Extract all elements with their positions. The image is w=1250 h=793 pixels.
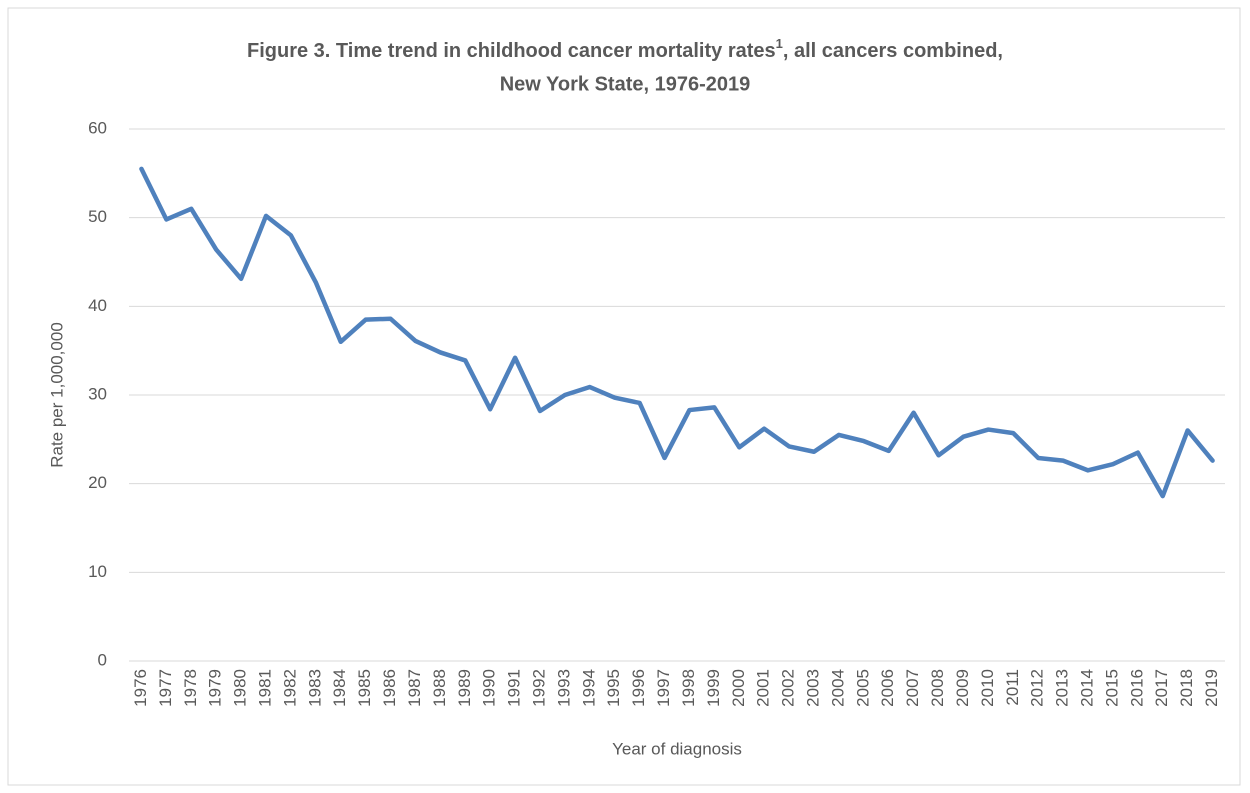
x-tick-label: 1981 bbox=[255, 669, 274, 707]
title-superscript: 1 bbox=[776, 36, 783, 51]
x-tick-label: 1985 bbox=[355, 669, 374, 707]
x-tick-label: 1998 bbox=[679, 669, 698, 707]
title-part: , all cancers combined, bbox=[783, 40, 1003, 62]
x-tick-label: 2017 bbox=[1152, 669, 1171, 707]
x-tick-label: 1988 bbox=[430, 669, 449, 707]
x-tick-label: 2012 bbox=[1028, 669, 1047, 707]
chart-border bbox=[7, 7, 1241, 786]
x-tick-label: 1977 bbox=[156, 669, 175, 707]
x-tick-label: 1978 bbox=[181, 669, 200, 707]
x-tick-label: 1999 bbox=[704, 669, 723, 707]
x-tick-label: 1983 bbox=[305, 669, 324, 707]
x-tick-label: 2008 bbox=[928, 669, 947, 707]
y-tick-label: 60 bbox=[88, 118, 107, 137]
x-tick-label: 2015 bbox=[1102, 669, 1121, 707]
x-tick-label: 2018 bbox=[1177, 669, 1196, 707]
x-tick-label: 2009 bbox=[953, 669, 972, 707]
y-tick-label: 20 bbox=[88, 473, 107, 492]
x-tick-label: 1990 bbox=[480, 669, 499, 707]
x-tick-label: 2006 bbox=[878, 669, 897, 707]
x-tick-label: 1992 bbox=[529, 669, 548, 707]
x-tick-label: 2013 bbox=[1053, 669, 1072, 707]
x-tick-label: 1989 bbox=[455, 669, 474, 707]
x-tick-label: 2005 bbox=[853, 669, 872, 707]
x-tick-label: 1984 bbox=[330, 669, 349, 707]
x-tick-label: 1995 bbox=[604, 669, 623, 707]
x-tick-label: 2011 bbox=[1003, 669, 1022, 706]
y-tick-label: 10 bbox=[88, 562, 107, 581]
x-tick-label: 1982 bbox=[280, 669, 299, 707]
x-tick-label: 1993 bbox=[554, 669, 573, 707]
x-tick-label: 2014 bbox=[1077, 669, 1096, 707]
x-tick-label: 2016 bbox=[1127, 669, 1146, 707]
y-tick-label: 50 bbox=[88, 207, 107, 226]
x-tick-label: 2000 bbox=[729, 669, 748, 707]
title-part: Figure 3. Time trend in childhood cancer… bbox=[247, 40, 776, 62]
x-tick-label: 1996 bbox=[629, 669, 648, 707]
x-tick-label: 2002 bbox=[779, 669, 798, 707]
x-tick-label: 2001 bbox=[754, 669, 773, 707]
x-tick-label: 1986 bbox=[380, 669, 399, 707]
x-tick-label: 2003 bbox=[803, 669, 822, 707]
chart-title: Figure 3. Time trend in childhood cancer… bbox=[247, 36, 1003, 62]
y-tick-label: 30 bbox=[88, 384, 107, 403]
y-tick-label: 0 bbox=[98, 650, 107, 669]
x-tick-label: 2007 bbox=[903, 669, 922, 707]
x-tick-label: 1997 bbox=[654, 669, 673, 707]
x-tick-label: 1980 bbox=[231, 669, 250, 707]
x-tick-label: 1979 bbox=[206, 669, 225, 707]
x-tick-label: 1987 bbox=[405, 669, 424, 707]
x-tick-label: 2019 bbox=[1202, 669, 1221, 707]
x-tick-label: 1994 bbox=[579, 669, 598, 707]
data-line bbox=[139, 166, 1215, 499]
x-tick-label: 1991 bbox=[505, 669, 524, 707]
x-axis-label: Year of diagnosis bbox=[612, 739, 742, 758]
y-tick-label: 40 bbox=[88, 296, 107, 315]
y-axis-label: Rate per 1,000,000 bbox=[47, 322, 66, 468]
chart-title-line2: New York State, 1976-2019 bbox=[500, 73, 751, 95]
x-tick-label: 2010 bbox=[978, 669, 997, 707]
x-tick-label: 2004 bbox=[828, 669, 847, 707]
x-tick-label: 1976 bbox=[131, 669, 150, 707]
